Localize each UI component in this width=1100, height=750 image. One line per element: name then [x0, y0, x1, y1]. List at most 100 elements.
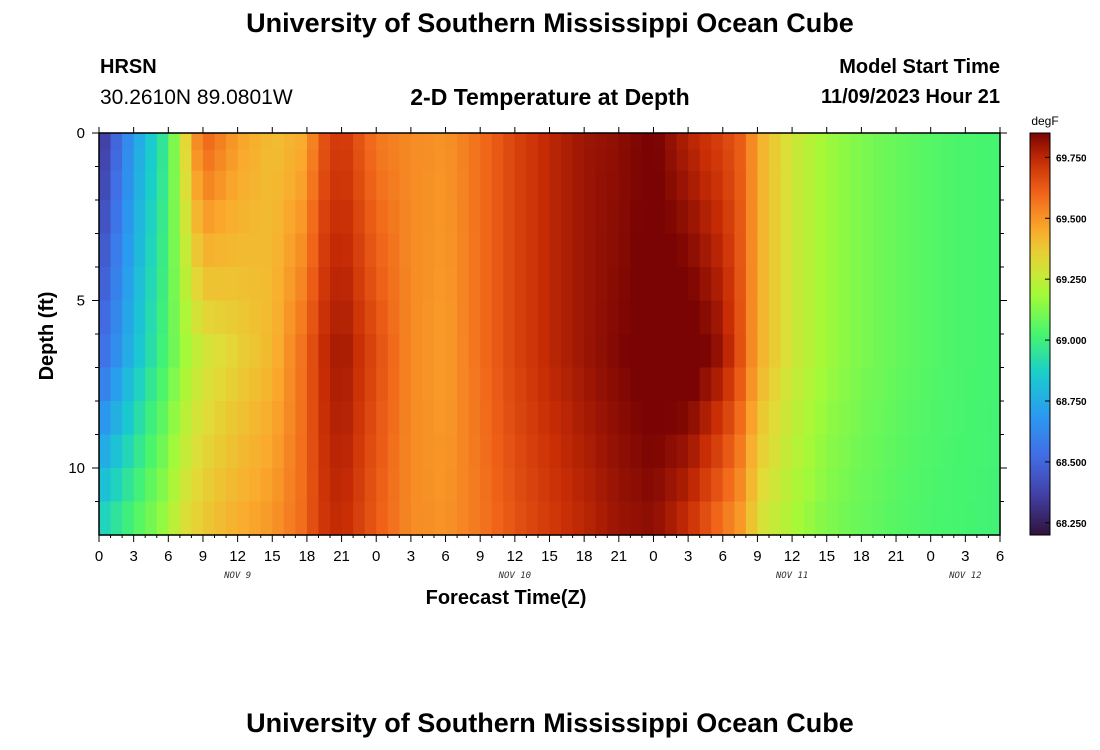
heatmap-cell [399, 200, 412, 235]
heatmap-cell [122, 401, 135, 436]
heatmap-cell [214, 170, 227, 201]
heatmap-cell [803, 133, 816, 151]
heatmap-cell [306, 149, 320, 172]
heatmap-cell [942, 501, 955, 536]
heatmap-cell [653, 133, 666, 151]
heatmap-cell [618, 334, 631, 369]
heatmap-cell [445, 200, 458, 235]
heatmap-cell [202, 434, 216, 469]
heatmap-cell [965, 401, 978, 436]
heatmap-cell [410, 200, 424, 235]
heatmap-cell [445, 401, 458, 436]
heatmap-cell [272, 300, 285, 335]
heatmap-cell [872, 401, 886, 436]
heatmap-cell [156, 133, 169, 151]
heatmap-cell [930, 267, 943, 302]
heatmap-cell [607, 267, 620, 302]
heatmap-cell [226, 233, 239, 268]
heatmap-cell [745, 501, 759, 536]
heatmap-cell [457, 434, 470, 469]
heatmap-cell [607, 233, 620, 268]
heatmap-cell [653, 300, 666, 335]
heatmap-cell [838, 367, 851, 402]
heatmap-cell [168, 149, 181, 172]
heatmap-cell [595, 133, 608, 151]
heatmap-cell [422, 200, 435, 235]
heatmap-cell [387, 300, 400, 335]
heatmap-cell [168, 468, 181, 503]
heatmap-cell [133, 170, 146, 201]
heatmap-cell [179, 468, 193, 503]
heatmap-cell [399, 401, 412, 436]
heatmap-cell [676, 233, 689, 268]
heatmap-cell [318, 434, 331, 469]
x-tick-label: 3 [407, 548, 415, 565]
heatmap-cell [364, 434, 377, 469]
station-coords: 30.2610N 89.0801W [100, 86, 293, 109]
heatmap-cell [653, 233, 666, 268]
heatmap-cell [849, 401, 862, 436]
heatmap-cell [561, 233, 574, 268]
heatmap-cell [595, 149, 608, 172]
heatmap-cell [110, 170, 123, 201]
heatmap-cell [953, 149, 966, 172]
heatmap-cell [641, 434, 655, 469]
heatmap-cell [561, 300, 574, 335]
heatmap-cell [445, 170, 458, 201]
heatmap-cell [133, 434, 146, 469]
heatmap-cell [653, 267, 666, 302]
heatmap-cell [699, 233, 712, 268]
heatmap-cell [260, 233, 273, 268]
heatmap-cell [930, 149, 943, 172]
heatmap-cell [618, 367, 631, 402]
heatmap-cell [480, 149, 493, 172]
heatmap-cell [514, 468, 527, 503]
heatmap-cell [410, 170, 424, 201]
heatmap-cell [249, 367, 262, 402]
heatmap-cell [260, 401, 273, 436]
heatmap-cell [526, 501, 539, 536]
heatmap-cell [676, 267, 689, 302]
y-tick-label: 5 [77, 293, 85, 310]
heatmap-cell [202, 267, 216, 302]
heatmap-cell [433, 401, 447, 436]
heatmap-cell [595, 501, 608, 536]
heatmap-cell [699, 334, 712, 369]
heatmap-cell [110, 367, 123, 402]
heatmap-cell [734, 434, 747, 469]
heatmap-cell [849, 300, 862, 335]
heatmap-cell [676, 300, 689, 335]
heatmap-cell [422, 434, 435, 469]
heatmap-cell [445, 334, 458, 369]
heatmap-cell [641, 233, 655, 268]
heatmap-cell [133, 233, 146, 268]
heatmap-cell [757, 149, 770, 172]
heatmap-cell [537, 334, 551, 369]
heatmap-cell [584, 200, 597, 235]
heatmap-cell [988, 233, 1001, 268]
heatmap-cell [768, 434, 782, 469]
heatmap-cell [133, 367, 146, 402]
heatmap-cell [537, 170, 551, 201]
heatmap-cell [249, 300, 262, 335]
heatmap-cell [503, 267, 516, 302]
heatmap-cell [595, 434, 608, 469]
heatmap-cell [953, 300, 966, 335]
heatmap-cell [872, 434, 886, 469]
heatmap-cell [191, 334, 204, 369]
heatmap-cell [145, 200, 158, 235]
heatmap-cell [688, 267, 701, 302]
heatmap-cell [768, 334, 782, 369]
heatmap-cell [387, 200, 400, 235]
heatmap-cell [561, 149, 574, 172]
heatmap-cell [468, 434, 481, 469]
heatmap-cell [191, 401, 204, 436]
heatmap-cell [214, 434, 227, 469]
heatmap-cell [364, 334, 377, 369]
heatmap-cell [942, 401, 955, 436]
heatmap-cell [688, 434, 701, 469]
heatmap-cell [780, 149, 793, 172]
heatmap-cell [780, 133, 793, 151]
heatmap-cell [330, 200, 343, 235]
heatmap-cell [826, 334, 839, 369]
